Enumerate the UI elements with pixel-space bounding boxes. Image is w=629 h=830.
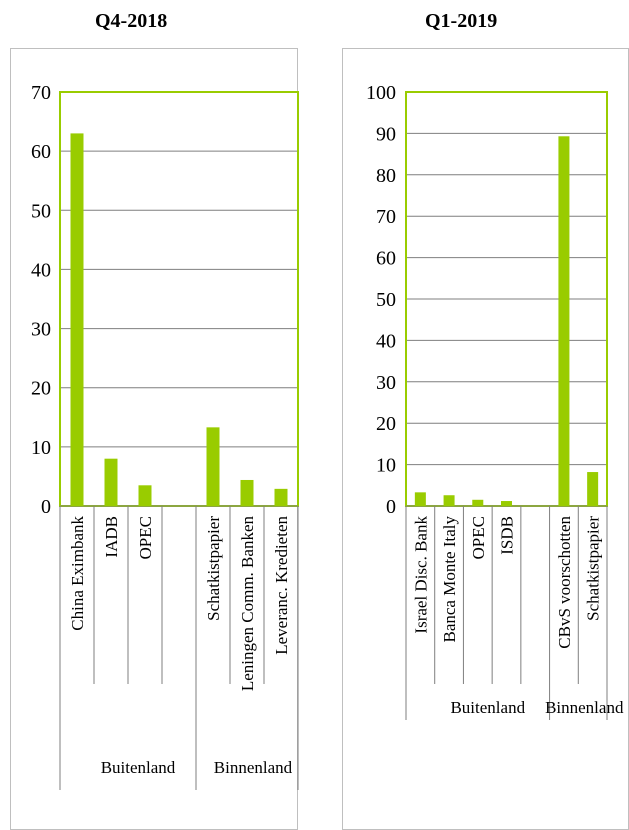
- chart2-x-tick-label: ISDB: [498, 516, 517, 555]
- chart1-bar: [274, 488, 288, 506]
- chart2-group-label: Binnenland: [545, 698, 624, 717]
- chart2-y-tick-label: 80: [376, 165, 396, 187]
- chart2-bar: [414, 492, 426, 506]
- chart1-bar: [206, 427, 220, 506]
- chart2-x-tick-label: Israel Disc. Bank: [411, 516, 430, 634]
- chart1-x-tick-label: Leveranc. Kredieten: [272, 516, 291, 655]
- chart2-group-label: Buitenland: [450, 698, 525, 717]
- chart1-frame: [10, 48, 298, 830]
- chart2-y-tick-label: 20: [376, 413, 396, 435]
- chart2-bar: [558, 136, 570, 506]
- chart-title-q4-2018: Q4-2018: [95, 10, 168, 32]
- chart1-y-tick-label: 70: [31, 82, 51, 104]
- chart2-y-tick-label: 50: [376, 289, 396, 311]
- chart2-y-tick-label: 100: [366, 82, 396, 104]
- chart2-x-tick-label: Schatkistpapier: [584, 516, 603, 621]
- chart2-bar: [472, 499, 484, 506]
- chart2-bar: [443, 495, 455, 506]
- chart1-y-tick-label: 10: [31, 437, 51, 459]
- chart1-y-tick-label: 0: [41, 496, 51, 518]
- chart1-x-tick-label: IADB: [102, 516, 121, 558]
- chart1-x-tick-label: Leningen Comm. Banken: [238, 516, 257, 692]
- chart1-bar: [138, 485, 152, 506]
- chart1-plot-area: [59, 91, 299, 507]
- chart2-y-tick-label: 60: [376, 248, 396, 270]
- chart1-y-tick-label: 60: [31, 141, 51, 163]
- chart1-group-label: Binnenland: [214, 758, 293, 777]
- chart1-group-label: Buitenland: [101, 758, 176, 777]
- chart1-y-tick-label: 20: [31, 378, 51, 400]
- chart2-bar: [587, 472, 599, 506]
- chart-title-q1-2019: Q1-2019: [425, 10, 498, 32]
- chart2-x-tick-label: Banca Monte Italy: [440, 516, 459, 643]
- chart2-y-tick-label: 0: [386, 496, 396, 518]
- chart1-x-tick-label: OPEC: [136, 516, 155, 559]
- chart1-y-tick-label: 50: [31, 200, 51, 222]
- chart1-x-tick-label: China Eximbank: [68, 516, 87, 631]
- chart2-y-tick-label: 40: [376, 330, 396, 352]
- chart1-bar: [104, 458, 118, 506]
- chart2-y-tick-label: 10: [376, 455, 396, 477]
- chart2-x-tick-label: OPEC: [469, 516, 488, 559]
- chart1-bar: [70, 133, 84, 506]
- chart1-y-tick-label: 40: [31, 259, 51, 281]
- chart2-bar: [501, 501, 512, 506]
- chart2-y-tick-label: 30: [376, 372, 396, 394]
- chart2-y-tick-label: 90: [376, 123, 396, 145]
- chart2-y-tick-label: 70: [376, 206, 396, 228]
- chart1-y-tick-label: 30: [31, 319, 51, 341]
- chart2-x-tick-label: CBvS voorschotten: [555, 516, 574, 649]
- chart1-x-tick-label: Schatkistpapier: [204, 516, 223, 621]
- chart1-bar: [240, 479, 254, 506]
